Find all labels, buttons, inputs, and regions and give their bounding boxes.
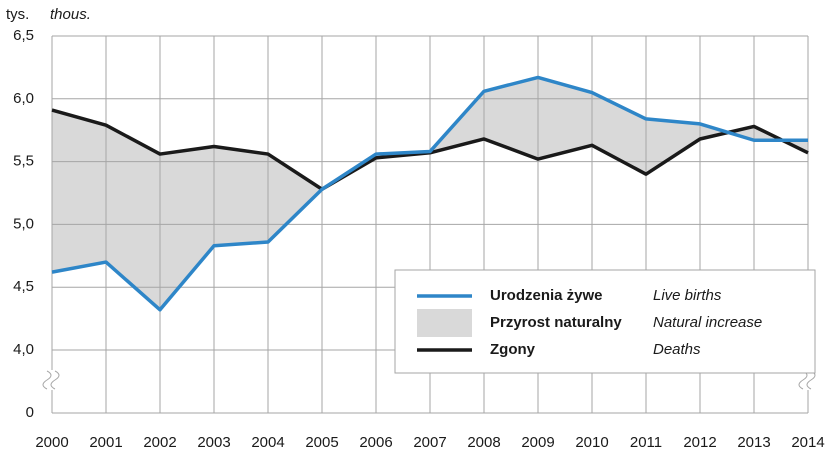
y-tick-label: 0 [26, 404, 34, 421]
axis-break [50, 370, 60, 390]
y-tick-label: 6,5 [13, 27, 34, 44]
series-line [51, 75, 808, 312]
y-tick-label: 5,0 [13, 215, 34, 232]
x-tick-label: 2003 [197, 434, 230, 451]
x-tick-label: 2012 [683, 434, 716, 451]
x-tick-label: 2009 [521, 434, 554, 451]
x-tick-label: 2000 [35, 434, 68, 451]
x-tick-label: 2010 [575, 434, 608, 451]
x-tick-label: 2006 [359, 434, 392, 451]
x-tick-label: 2005 [305, 434, 338, 451]
y-tick-label: 5,5 [13, 153, 34, 170]
natural-increase-area [52, 77, 808, 310]
unit-label-en: thous. [50, 6, 91, 23]
x-tick-label: 2008 [467, 434, 500, 451]
x-tick-label: 2002 [143, 434, 176, 451]
y-tick-label: 6,0 [13, 90, 34, 107]
x-tick-label: 2011 [630, 434, 662, 451]
legend-label-en: Live births [653, 287, 722, 304]
y-tick-label: 4,5 [13, 278, 34, 295]
legend-label: Przyrost naturalny [490, 314, 622, 331]
x-tick-label: 2007 [413, 434, 446, 451]
x-tick-label: 2014 [791, 434, 824, 451]
axis-break-gap [802, 370, 814, 390]
axis-break [42, 370, 52, 390]
legend: Urodzenia żywe Live births Przyrost natura… [394, 269, 816, 374]
legend-swatch [417, 309, 472, 337]
x-tick-label: 2004 [251, 434, 284, 451]
axis-break-gap [46, 370, 58, 390]
legend-label: Urodzenia żywe [490, 287, 603, 304]
x-tick-label: 2001 [89, 434, 122, 451]
legend-label: Zgony [490, 341, 536, 358]
y-tick-label: 4,0 [13, 341, 34, 358]
unit-label: tys. [6, 6, 29, 23]
legend-label-en: Deaths [653, 341, 701, 358]
legend-label-en: Natural increase [653, 314, 762, 331]
x-tick-label: 2013 [737, 434, 770, 451]
